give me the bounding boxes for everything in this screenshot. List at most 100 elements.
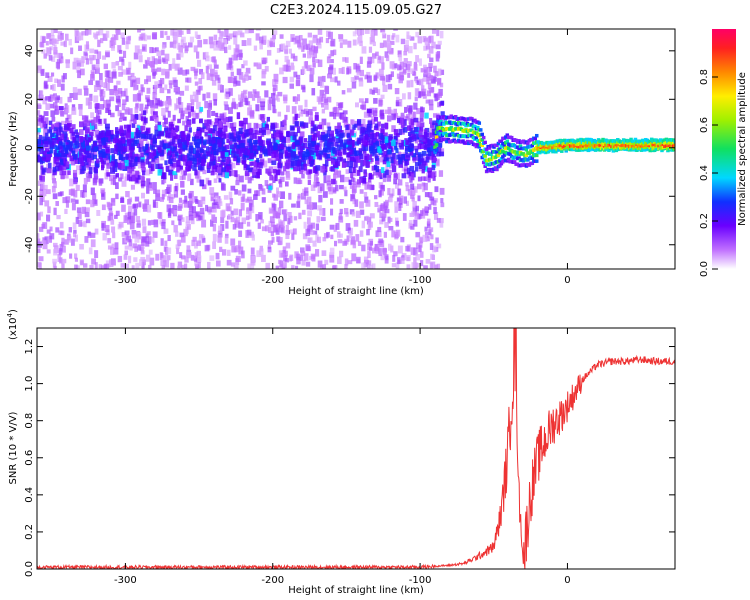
heatmap-cell: [158, 80, 163, 87]
heatmap-cell: [384, 109, 388, 114]
heatmap-cell: [183, 159, 187, 166]
heatmap-cell: [384, 51, 389, 58]
heatmap-cell: [167, 110, 171, 118]
heatmap-cell: [299, 145, 304, 153]
heatmap-cell: [487, 146, 492, 150]
heatmap-cell: [407, 189, 413, 196]
heatmap-cell: [403, 58, 408, 64]
heatmap-cell: [38, 226, 44, 232]
heatmap-cell: [312, 37, 317, 44]
heatmap-cell: [505, 139, 510, 143]
heatmap-cell: [209, 255, 215, 261]
heatmap-cell: [226, 139, 230, 144]
heatmap-cell: [356, 179, 362, 185]
heatmap-cell: [196, 51, 200, 59]
heatmap-cell: [186, 223, 191, 230]
heatmap-cell: [94, 262, 98, 269]
heatmap-cell: [199, 148, 204, 154]
heatmap-cell: [439, 82, 444, 88]
heatmap-cell: [107, 136, 111, 142]
heatmap-cell: [48, 136, 53, 143]
heatmap-cell: [247, 141, 251, 148]
heatmap-cell: [270, 231, 275, 237]
heatmap-cell: [209, 68, 215, 77]
heatmap-cell: [43, 53, 47, 59]
heatmap-cell: [489, 157, 493, 162]
heatmap-cell: [120, 90, 126, 97]
heatmap-cell: [133, 118, 137, 124]
heatmap-cell: [648, 148, 652, 153]
heatmap-cell: [436, 119, 440, 124]
heatmap-cell: [530, 161, 535, 165]
heatmap-cell: [89, 122, 95, 130]
heatmap-cell: [347, 140, 352, 145]
heatmap-cell: [309, 67, 315, 75]
spectrogram-x-tick-label: -100: [409, 275, 432, 286]
heatmap-cell: [400, 38, 406, 45]
heatmap-cell: [93, 146, 99, 152]
heatmap-cell: [93, 85, 98, 92]
heatmap-cell: [275, 139, 280, 146]
heatmap-cell: [151, 56, 155, 65]
heatmap-cell: [310, 161, 314, 167]
heatmap-cell: [384, 122, 389, 129]
heatmap-cell: [184, 125, 188, 132]
heatmap-cell: [298, 212, 302, 220]
heatmap-cell: [236, 68, 242, 76]
heatmap-cell: [215, 131, 220, 137]
heatmap-cell: [383, 150, 388, 157]
heatmap-cell: [309, 74, 314, 83]
heatmap-cell: [152, 136, 157, 143]
heatmap-cell: [293, 132, 298, 137]
heatmap-cell: [237, 49, 243, 58]
heatmap-cell: [213, 150, 217, 156]
heatmap-cell: [271, 98, 276, 107]
heatmap-cell: [55, 134, 59, 141]
heatmap-cell: [103, 118, 107, 124]
heatmap-cell: [204, 245, 210, 252]
heatmap-cell: [210, 73, 214, 81]
heatmap-cell: [177, 261, 183, 268]
heatmap-cell: [403, 63, 407, 68]
heatmap-cell: [241, 250, 245, 259]
heatmap-cell: [173, 136, 178, 143]
heatmap-cell: [359, 69, 365, 77]
heatmap-cell: [159, 132, 165, 137]
heatmap-cell: [106, 201, 111, 207]
heatmap-cell: [445, 139, 449, 144]
heatmap-cell: [415, 55, 420, 63]
heatmap-cell: [226, 63, 232, 70]
heatmap-cell: [449, 126, 454, 130]
heatmap-cell: [300, 247, 305, 253]
heatmap-cell: [275, 265, 280, 269]
heatmap-cell: [78, 103, 83, 110]
heatmap-cell: [271, 151, 277, 158]
heatmap-cell: [357, 241, 362, 246]
heatmap-cell: [42, 167, 47, 173]
heatmap-cell: [75, 216, 79, 225]
heatmap-cell: [107, 109, 112, 116]
heatmap-cell: [111, 45, 115, 51]
heatmap-cell: [421, 160, 427, 166]
heatmap-cell: [171, 130, 176, 137]
heatmap-cell: [408, 107, 412, 115]
heatmap-cell: [216, 174, 221, 179]
heatmap-cell: [284, 150, 288, 157]
heatmap-cell: [380, 75, 386, 81]
heatmap-cell: [62, 258, 67, 264]
heatmap-cell: [49, 141, 55, 148]
heatmap-cell: [111, 37, 115, 45]
heatmap-cell: [297, 179, 303, 185]
heatmap-cell: [48, 120, 53, 126]
heatmap-cell: [405, 200, 409, 206]
heatmap-cell: [160, 30, 164, 38]
heatmap-cell: [344, 139, 348, 145]
heatmap-cell: [143, 64, 148, 69]
heatmap-cell: [397, 64, 402, 71]
heatmap-cell: [110, 148, 115, 154]
heatmap-cell: [354, 123, 358, 128]
heatmap-cell: [312, 230, 318, 235]
heatmap-cell: [310, 45, 316, 53]
heatmap-cell: [89, 264, 94, 269]
